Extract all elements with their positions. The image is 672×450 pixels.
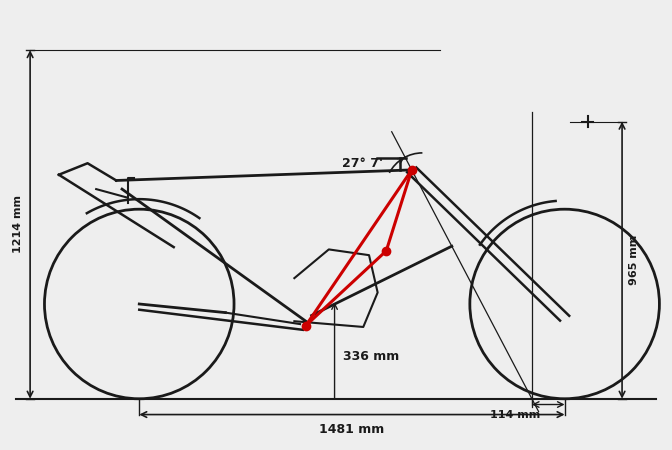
Text: 1481 mm: 1481 mm [319, 423, 384, 436]
Text: 1214 mm: 1214 mm [13, 195, 23, 253]
Text: 336 mm: 336 mm [343, 350, 399, 363]
Text: 114 mm: 114 mm [489, 410, 540, 420]
Text: 27° 7': 27° 7' [341, 157, 382, 170]
Text: 965 mm: 965 mm [629, 235, 639, 285]
